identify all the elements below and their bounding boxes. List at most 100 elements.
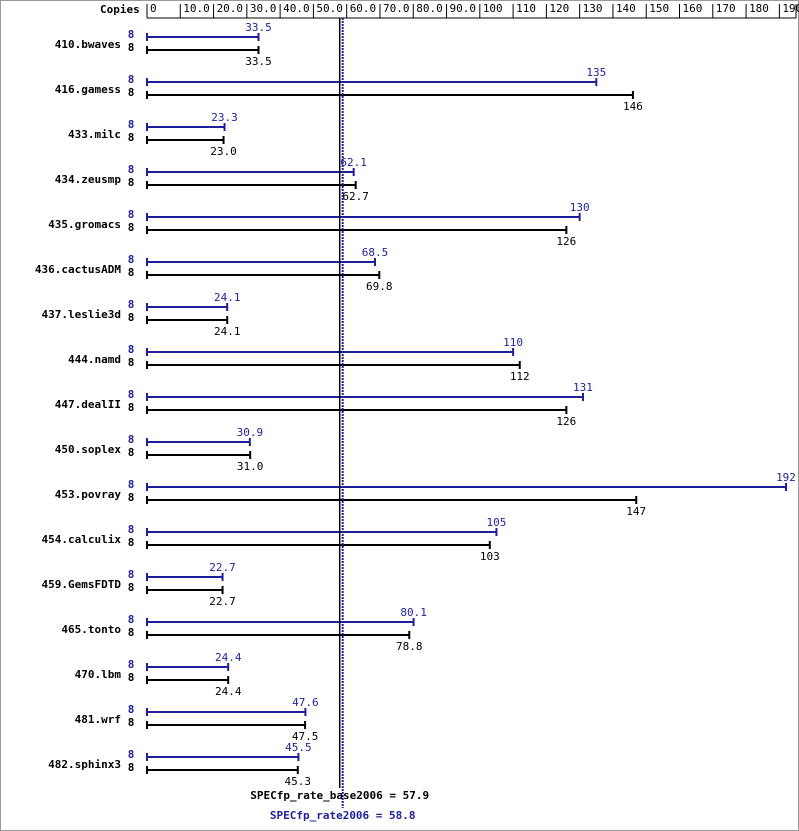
value-label: 33.5	[245, 55, 272, 68]
copies-label: 8	[128, 523, 135, 536]
copies-label: 8	[128, 86, 135, 99]
category-label: 482.sphinx3	[48, 758, 121, 771]
category-label: 410.bwaves	[55, 38, 121, 51]
value-label: 24.1	[214, 291, 241, 304]
value-label: 112	[510, 370, 530, 383]
x-tick-label: 70.0	[383, 2, 410, 15]
copies-label: 8	[128, 613, 135, 626]
category-label: 444.namd	[68, 353, 121, 366]
copies-label: 8	[128, 131, 135, 144]
category-label: 450.soplex	[55, 443, 122, 456]
category-label: 433.milc	[68, 128, 121, 141]
copies-label: 8	[128, 433, 135, 446]
category-label: 459.GemsFDTD	[42, 578, 122, 591]
x-tick-label: 90.0	[450, 2, 477, 15]
copies-label: 8	[128, 28, 135, 41]
copies-label: 8	[128, 311, 135, 324]
copies-label: 8	[128, 343, 135, 356]
copies-label: 8	[128, 118, 135, 131]
value-label: 126	[556, 415, 576, 428]
value-label: 22.7	[209, 595, 236, 608]
value-label: 62.1	[340, 156, 367, 169]
value-label: 45.3	[285, 775, 312, 788]
category-label: 436.cactusADM	[35, 263, 121, 276]
category-label: 447.dealII	[55, 398, 121, 411]
category-label: 434.zeusmp	[55, 173, 122, 186]
copies-label: 8	[128, 208, 135, 221]
value-label: 131	[573, 381, 593, 394]
value-label: 23.0	[210, 145, 237, 158]
value-label: 78.8	[396, 640, 423, 653]
x-tick-label: 50.0	[316, 2, 343, 15]
value-label: 130	[570, 201, 590, 214]
copies-label: 8	[128, 388, 135, 401]
copies-label: 8	[128, 658, 135, 671]
category-label: 437.leslie3d	[42, 308, 121, 321]
x-tick-label: 160	[683, 2, 703, 15]
copies-label: 8	[128, 298, 135, 311]
copies-label: 8	[128, 163, 135, 176]
value-label: 68.5	[362, 246, 389, 259]
x-tick-label: 40.0	[283, 2, 310, 15]
value-label: 47.6	[292, 696, 319, 709]
value-label: 33.5	[245, 21, 272, 34]
x-tick-label: 150	[649, 2, 669, 15]
value-label: 30.9	[237, 426, 264, 439]
category-label: 435.gromacs	[48, 218, 121, 231]
x-tick-label: 110	[516, 2, 536, 15]
copies-label: 8	[128, 356, 135, 369]
copies-label: 8	[128, 626, 135, 639]
x-tick-label: 0	[150, 2, 157, 15]
value-label: 103	[480, 550, 500, 563]
category-label: 465.tonto	[61, 623, 121, 636]
x-tick-label: 100	[483, 2, 503, 15]
reference-label: SPECfp_rate2006 = 58.8	[270, 809, 416, 822]
copies-label: 8	[128, 446, 135, 459]
copies-label: 8	[128, 671, 135, 684]
x-tick-label: 120	[549, 2, 569, 15]
category-label: 470.lbm	[75, 668, 122, 681]
copies-label: 8	[128, 761, 135, 774]
x-tick-label: 80.0	[416, 2, 443, 15]
value-label: 31.0	[237, 460, 264, 473]
x-tick-label: 190	[782, 2, 799, 15]
copies-label: 8	[128, 478, 135, 491]
value-label: 105	[487, 516, 507, 529]
category-label: 416.gamess	[55, 83, 121, 96]
value-label: 24.1	[214, 325, 241, 338]
value-label: 62.7	[342, 190, 369, 203]
copies-label: 8	[128, 221, 135, 234]
value-label: 147	[626, 505, 646, 518]
value-label: 24.4	[215, 651, 242, 664]
copies-header: Copies	[100, 3, 140, 16]
reference-label: SPECfp_rate_base2006 = 57.9	[250, 789, 429, 802]
x-tick-label: 170	[716, 2, 736, 15]
copies-label: 8	[128, 536, 135, 549]
value-label: 126	[556, 235, 576, 248]
copies-label: 8	[128, 568, 135, 581]
copies-label: 8	[128, 266, 135, 279]
value-label: 135	[586, 66, 606, 79]
value-label: 80.1	[400, 606, 427, 619]
copies-label: 8	[128, 401, 135, 414]
x-tick-label: 130	[583, 2, 603, 15]
copies-label: 8	[128, 716, 135, 729]
x-tick-label: 180	[749, 2, 769, 15]
x-tick-label: 140	[616, 2, 636, 15]
x-tick-label: 10.0	[183, 2, 210, 15]
copies-label: 8	[128, 748, 135, 761]
x-tick-label: 20.0	[217, 2, 244, 15]
value-label: 69.8	[366, 280, 393, 293]
value-label: 47.5	[292, 730, 319, 743]
copies-label: 8	[128, 41, 135, 54]
value-label: 110	[503, 336, 523, 349]
value-label: 23.3	[211, 111, 238, 124]
value-label: 22.7	[209, 561, 236, 574]
value-label: 192	[776, 471, 796, 484]
category-label: 481.wrf	[75, 713, 121, 726]
copies-label: 8	[128, 703, 135, 716]
x-tick-label: 30.0	[250, 2, 277, 15]
value-label: 146	[623, 100, 643, 113]
